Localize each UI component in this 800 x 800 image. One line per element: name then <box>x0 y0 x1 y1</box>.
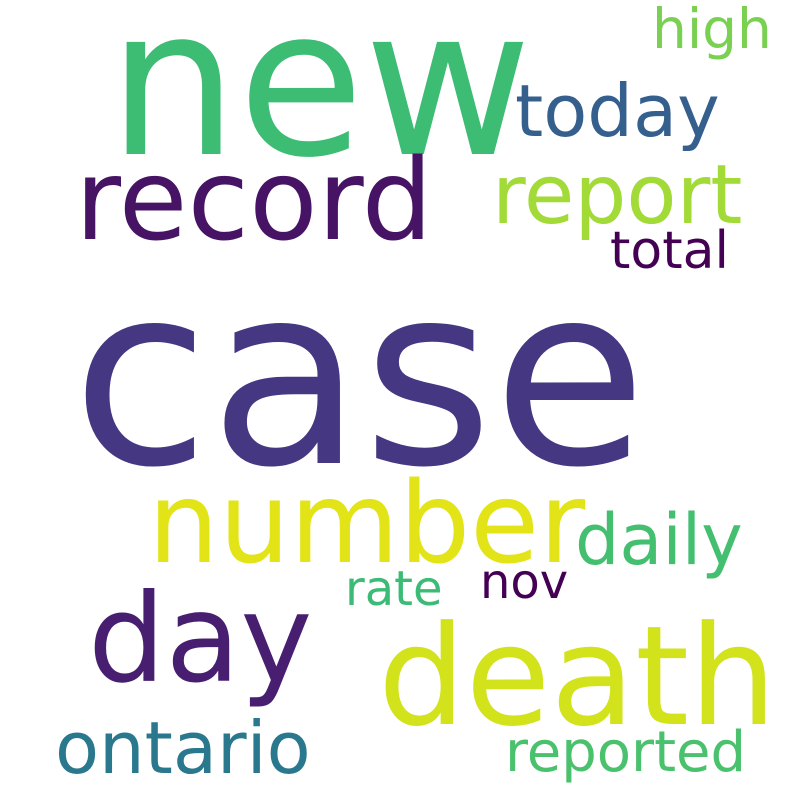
word-daily: daily <box>575 499 743 581</box>
word-reported: reported <box>505 720 747 785</box>
word-day: day <box>88 568 313 710</box>
word-new: new <box>108 0 532 203</box>
word-nov: nov <box>480 554 569 610</box>
word-total: total <box>610 221 729 281</box>
word-record: record <box>75 136 433 266</box>
word-report: report <box>492 148 743 243</box>
word-death: death <box>378 596 777 757</box>
word-today: today <box>515 69 720 153</box>
word-number: number <box>148 459 586 589</box>
word-high: high <box>652 0 772 61</box>
word-rate: rate <box>345 561 443 617</box>
word-case: case <box>72 231 647 522</box>
word-ontario: ontario <box>55 706 311 790</box>
